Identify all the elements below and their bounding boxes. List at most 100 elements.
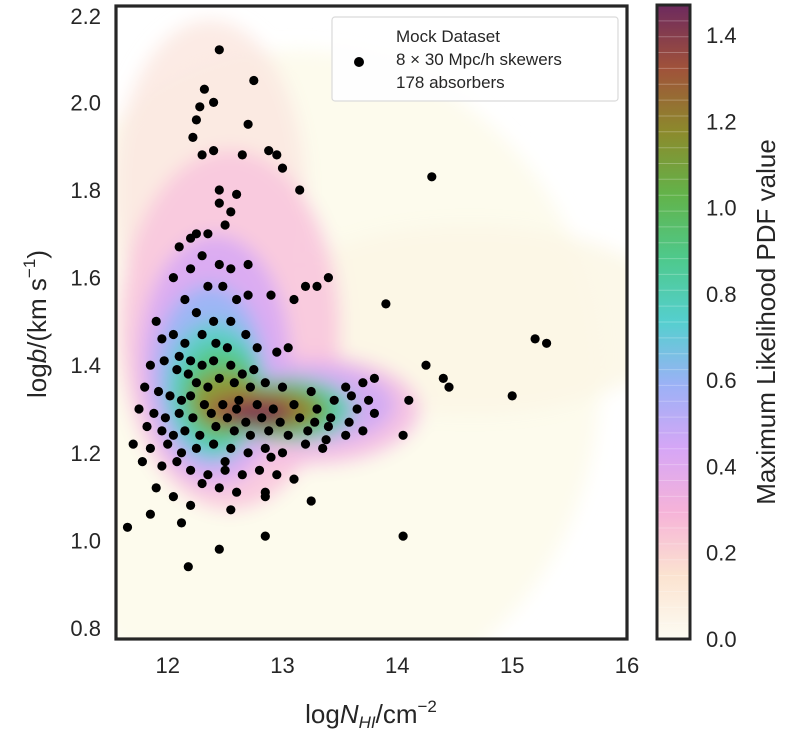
scatter-point [203, 470, 213, 480]
y-tick-label: 1.8 [70, 178, 101, 203]
scatter-point [174, 351, 184, 361]
scatter-point [249, 365, 259, 375]
scatter-point [226, 207, 236, 217]
x-tick-label: 16 [615, 653, 639, 678]
scatter-point [542, 338, 552, 348]
scatter-point [530, 334, 540, 344]
scatter-point [318, 443, 328, 453]
scatter-point [300, 439, 311, 449]
scatter-point [180, 338, 190, 348]
scatter-point [180, 294, 190, 305]
scatter-point [203, 382, 213, 392]
scatter-point [404, 395, 414, 405]
scatter-point [369, 408, 379, 418]
scatter-point [159, 356, 169, 366]
scatter-point [220, 465, 230, 475]
scatter-point [369, 373, 379, 383]
x-axis-title: logNHI/cm−2 [305, 697, 437, 732]
x-tick-label: 15 [500, 653, 524, 678]
scatter-point [134, 404, 144, 414]
scatter-point [211, 338, 221, 348]
scatter-point [183, 369, 193, 379]
scatter-point [283, 430, 293, 440]
scatter-point [176, 395, 187, 405]
y-axis-title-unit: /(km s [22, 278, 52, 349]
legend-box [331, 16, 619, 102]
x-axis-title-var: N [340, 699, 359, 729]
scatter-point [310, 417, 320, 427]
scatter-point [222, 413, 232, 423]
scatter-point [352, 404, 362, 414]
scatter-point [206, 408, 216, 418]
scatter-point [266, 290, 276, 300]
scatter-point [226, 316, 236, 326]
x-axis-title-base: log [305, 699, 340, 729]
scatter-point [214, 544, 224, 554]
scatter-point [364, 395, 374, 405]
scatter-point [229, 378, 239, 388]
scatter-point [197, 360, 207, 370]
scatter-point [237, 150, 247, 160]
scatter-point [188, 132, 198, 142]
scatter-point [168, 329, 178, 340]
scatter-point [142, 421, 152, 432]
x-axis-title-exp: −2 [417, 697, 436, 716]
colorbar-tick-label: 1.4 [706, 23, 737, 48]
scatter-point [323, 273, 333, 283]
scatter-point [168, 273, 178, 283]
scatter-point [241, 329, 251, 340]
scatter-point [197, 329, 207, 340]
scatter-point [289, 474, 299, 484]
scatter-point [140, 382, 150, 392]
scatter-point [245, 382, 255, 392]
scatter-point [241, 417, 251, 427]
scatter-point [222, 343, 232, 353]
scatter-point [243, 448, 253, 458]
x-axis-title-sub: HI [359, 713, 376, 732]
colorbar-tick-label: 0.0 [706, 627, 737, 652]
scatter-point [272, 470, 282, 480]
scatter-point [176, 448, 187, 458]
scatter-point [172, 365, 182, 375]
scatter-point [209, 146, 219, 156]
scatter-point [145, 509, 155, 519]
scatter-points [122, 45, 552, 572]
scatter-point [260, 443, 270, 453]
y-tick-label: 1.0 [70, 528, 101, 553]
x-tick-labels: 12 13 14 15 16 [155, 653, 639, 678]
scatter-point [168, 430, 178, 440]
scatter-point [149, 408, 159, 418]
scatter-point [188, 413, 198, 423]
scatter-point [243, 119, 253, 129]
x-tick-label: 12 [155, 653, 179, 678]
scatter-point [226, 264, 236, 274]
scatter-point [163, 439, 173, 449]
scatter-point [232, 294, 242, 305]
legend-title: Mock Dataset [396, 27, 500, 46]
scatter-point [260, 492, 270, 502]
scatter-point [312, 404, 322, 414]
y-axis-title: logb/(km s−1) [20, 250, 52, 398]
scatter-point [229, 426, 239, 436]
scatter-point [211, 421, 221, 432]
scatter-point [128, 439, 138, 449]
scatter-point [277, 382, 288, 392]
scatter-point [174, 408, 184, 418]
legend-marker [354, 57, 364, 67]
scatter-point [220, 457, 230, 467]
y-tick-labels: 0.8 1.0 1.2 1.4 1.6 1.8 2.0 2.2 [70, 4, 101, 641]
scatter-point [272, 150, 282, 160]
scatter-point [252, 400, 262, 410]
scatter-point [176, 518, 187, 528]
scatter-point [191, 443, 201, 453]
scatter-point [438, 373, 448, 383]
scatter-point [277, 448, 288, 458]
scatter-point [165, 391, 175, 401]
scatter-point [145, 360, 155, 370]
scatter-point [295, 185, 305, 195]
scatter-point [358, 378, 368, 388]
scatter-point [191, 378, 201, 388]
scatter-point [137, 457, 147, 467]
scatter-point [218, 281, 228, 291]
scatter-point [507, 391, 517, 401]
